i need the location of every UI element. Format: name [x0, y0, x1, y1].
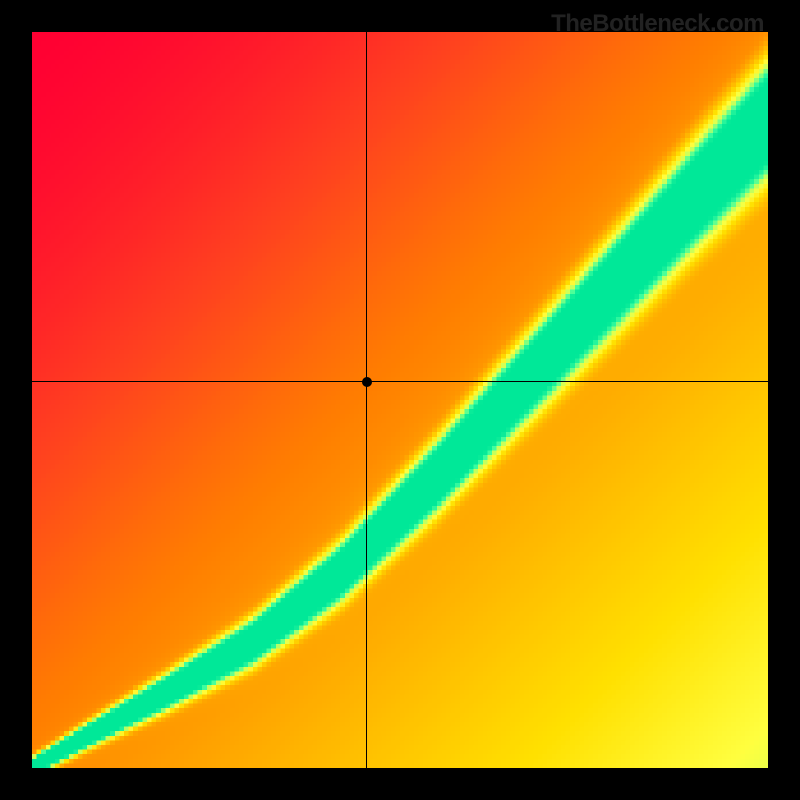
watermark-text: TheBottleneck.com [551, 10, 764, 38]
crosshair-vertical [366, 32, 367, 768]
heatmap-canvas [32, 32, 768, 768]
crosshair-dot [362, 377, 372, 387]
crosshair-horizontal [32, 381, 768, 382]
chart-container: TheBottleneck.com [0, 0, 800, 800]
